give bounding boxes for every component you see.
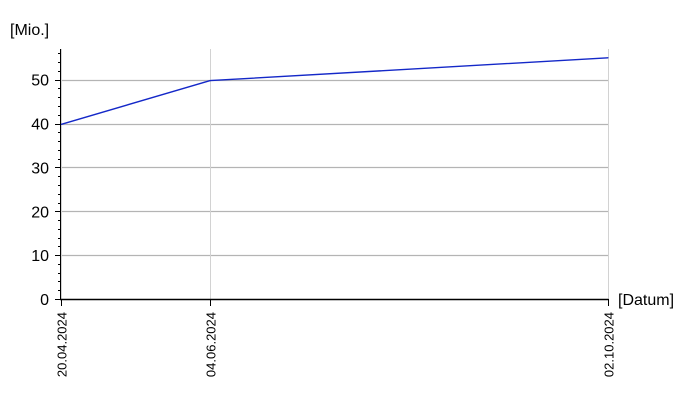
data-point [607, 57, 609, 59]
x-tick-label: 02.10.2024 [602, 312, 617, 377]
y-axis-label: [Mio.] [10, 22, 49, 39]
axes [55, 49, 609, 306]
x-axis-label: [Datum] [618, 292, 674, 309]
grid-lines [61, 49, 609, 299]
y-tick-label: 0 [40, 292, 49, 309]
series-layer [60, 57, 609, 126]
y-tick-label: 30 [31, 160, 49, 177]
y-tick-label: 20 [31, 204, 49, 221]
tick-labels: 0 10 20 30 40 50 20.04.2024 04.06.2024 02.10.202… [31, 73, 616, 377]
y-tick-label: 10 [31, 248, 49, 265]
x-tick-label: 04.06.2024 [204, 312, 219, 377]
x-tick-label: 20.04.2024 [55, 312, 70, 377]
data-point [209, 80, 211, 82]
series-line [60, 57, 609, 126]
y-tick-label: 50 [31, 73, 49, 90]
y-tick-label: 40 [31, 117, 49, 134]
